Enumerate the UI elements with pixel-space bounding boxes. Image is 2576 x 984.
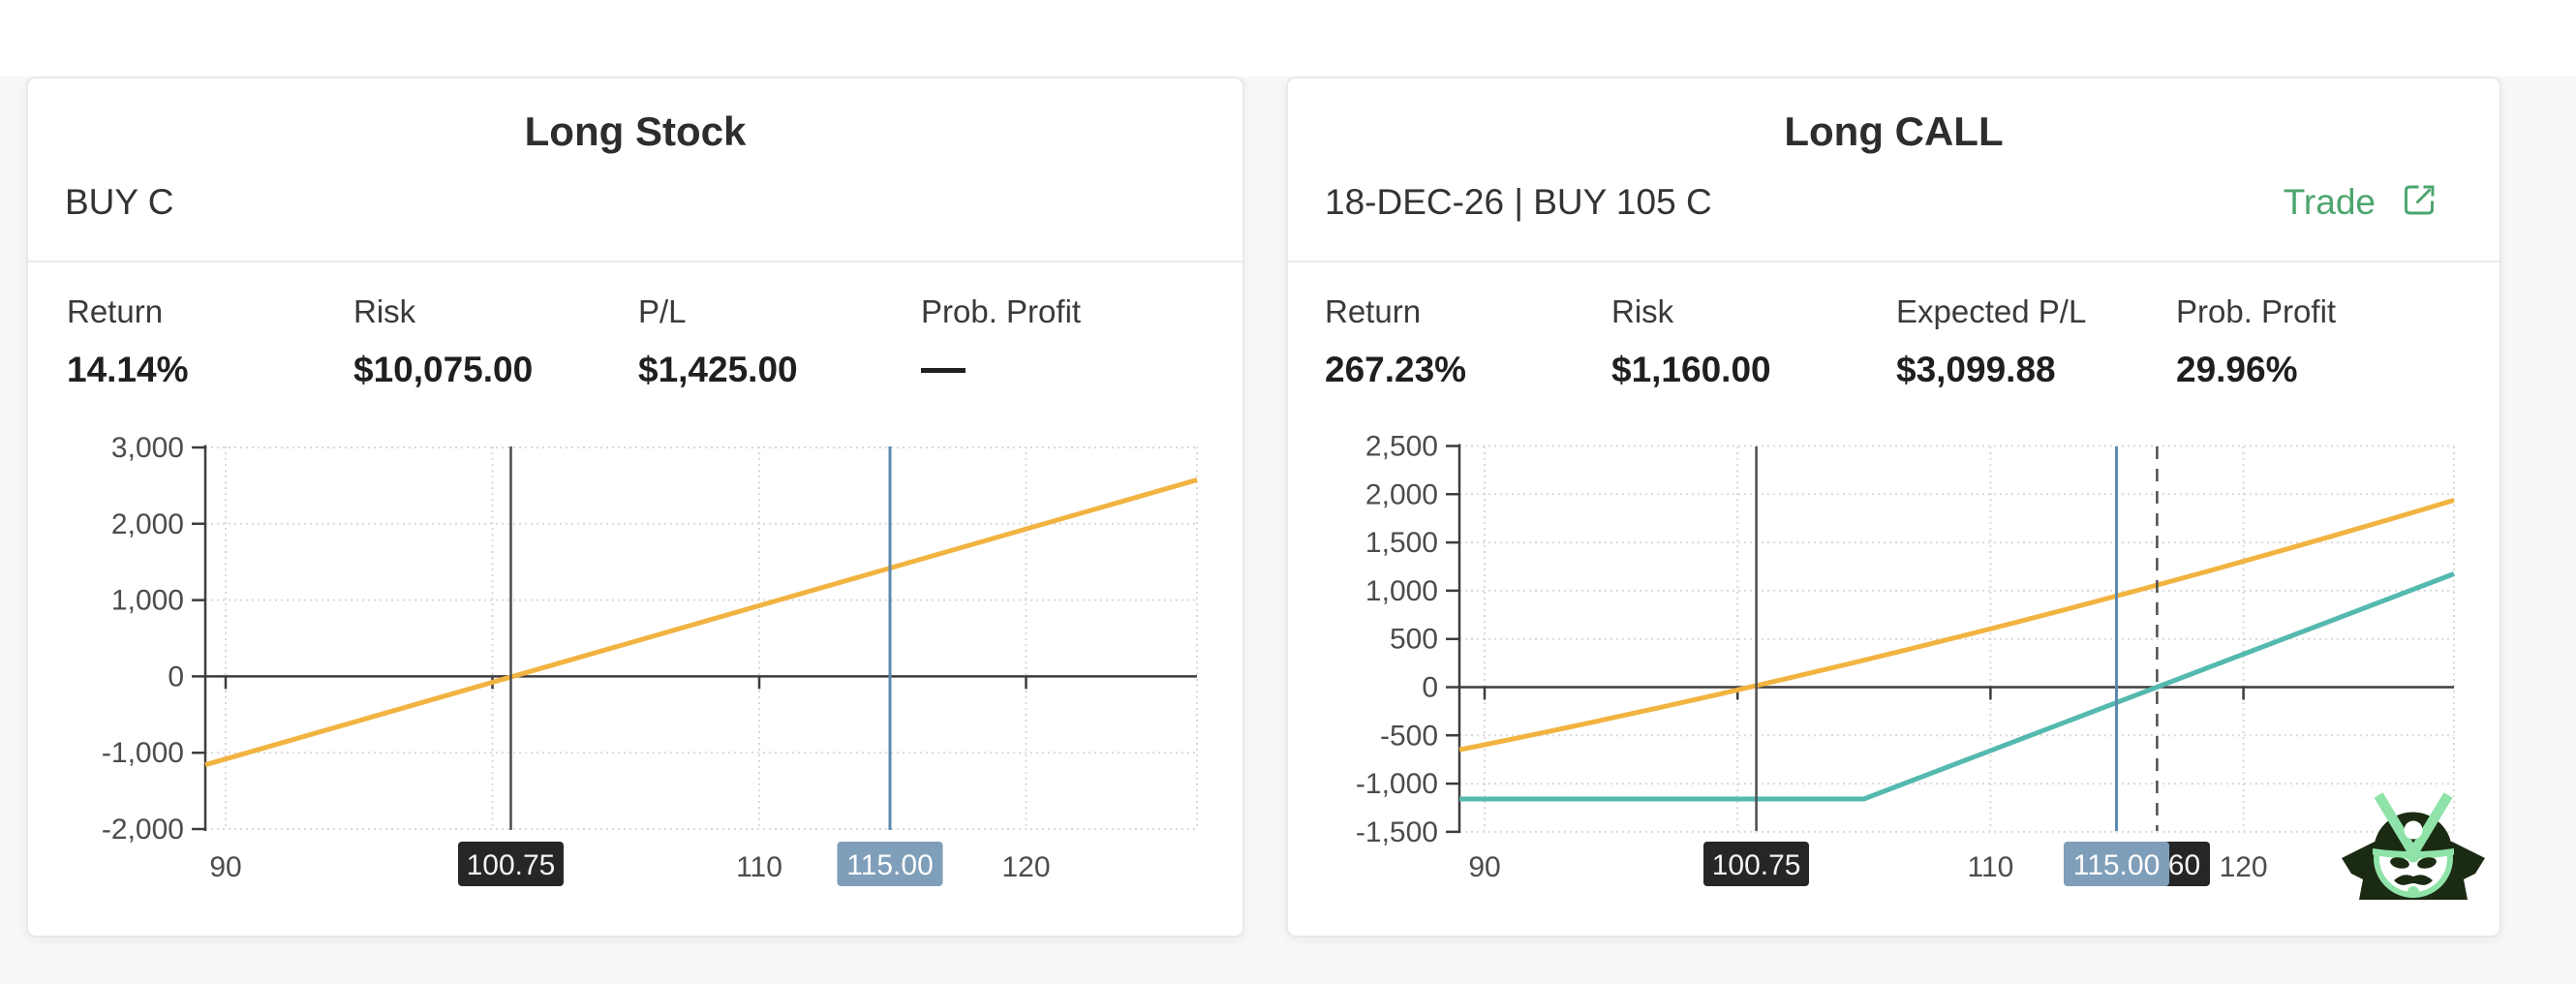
svg-text:90: 90 <box>209 851 241 883</box>
svg-text:120: 120 <box>2220 851 2268 883</box>
svg-text:115.00: 115.00 <box>846 849 934 881</box>
svg-text:-1,000: -1,000 <box>102 737 184 769</box>
svg-text:1,000: 1,000 <box>1365 575 1438 607</box>
svg-text:-500: -500 <box>1380 720 1438 752</box>
svg-text:90: 90 <box>1468 851 1500 883</box>
svg-text:110: 110 <box>1967 851 2013 883</box>
svg-text:2,500: 2,500 <box>1365 431 1438 463</box>
svg-text:-1,000: -1,000 <box>1356 768 1438 800</box>
svg-text:100.75: 100.75 <box>467 849 556 881</box>
svg-text:-2,000: -2,000 <box>102 814 184 846</box>
svg-text:500: 500 <box>1390 624 1438 656</box>
svg-text:115.00: 115.00 <box>2073 849 2161 881</box>
svg-text:2,000: 2,000 <box>111 508 184 540</box>
svg-text:-1,500: -1,500 <box>1356 816 1438 848</box>
svg-text:120: 120 <box>1001 851 1050 883</box>
svg-text:100.75: 100.75 <box>1712 849 1801 881</box>
svg-text:0: 0 <box>1422 672 1438 704</box>
svg-text:1,000: 1,000 <box>111 585 184 617</box>
svg-text:0: 0 <box>168 661 184 692</box>
svg-text:110: 110 <box>736 851 782 883</box>
svg-text:3,000: 3,000 <box>111 432 184 464</box>
svg-text:2,000: 2,000 <box>1365 478 1438 510</box>
svg-text:1,500: 1,500 <box>1365 527 1438 559</box>
